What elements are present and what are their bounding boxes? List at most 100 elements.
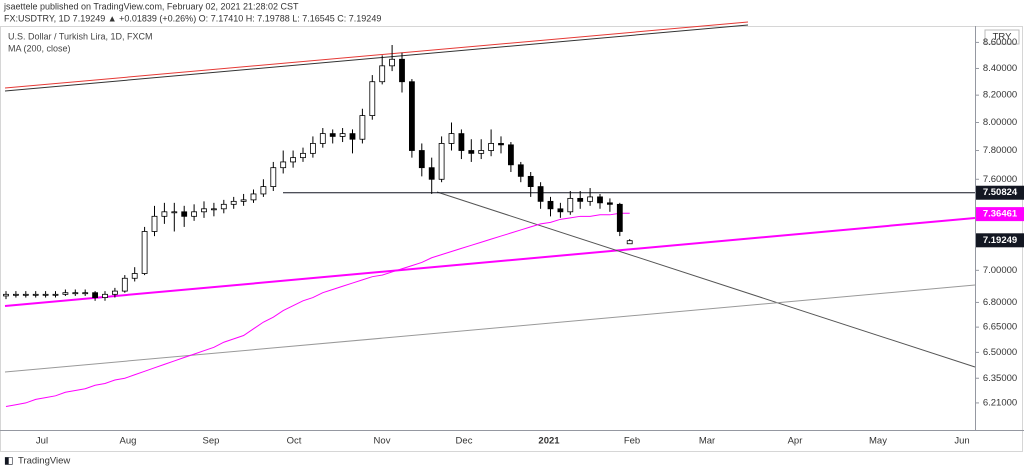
candle-body (379, 65, 386, 83)
footer-logo: ◧ (4, 456, 13, 467)
x-tick-label: Apr (788, 436, 803, 447)
publisher: jsaettele published on TradingView.com, … (3, 1, 299, 11)
candle-body (547, 200, 554, 210)
candle-body (418, 150, 425, 169)
candle-body (230, 200, 237, 205)
candle-body (82, 292, 89, 295)
candle-body (121, 277, 128, 292)
currency: TRY (993, 32, 1012, 43)
candle-body (270, 167, 277, 187)
candle-body (260, 186, 267, 195)
candle-body (131, 273, 138, 279)
x-tick-label: Feb (624, 436, 640, 447)
moving-average (5, 212, 630, 407)
candle-body (290, 157, 297, 163)
chart-title: U.S. Dollar / Turkish Lira, 1D, FXCM (8, 31, 153, 41)
candle-body (309, 143, 316, 154)
x-tick-label: 2021 (538, 436, 560, 447)
price-tag-label: 7.19249 (983, 235, 1017, 246)
candle-body (468, 150, 475, 154)
candle-body (181, 211, 188, 217)
price-tag (976, 233, 1024, 248)
candle-body (22, 293, 29, 296)
x-tick-label: May (869, 436, 887, 447)
channel-top-black (4, 24, 749, 92)
y-tick-label: 7.00000 (983, 265, 1017, 276)
candle-body (488, 143, 495, 151)
candle-body (240, 199, 247, 202)
lower-line (4, 284, 976, 373)
x-tick-label: Oct (287, 436, 302, 447)
candle-body (408, 81, 415, 151)
candle-body (428, 167, 435, 180)
candle-body (280, 161, 287, 169)
candle-body (42, 293, 49, 296)
footer: TradingView (18, 456, 70, 467)
x-tick-label: Dec (456, 436, 473, 447)
candle-body (92, 292, 98, 298)
candle-body (102, 293, 108, 298)
candle-body (389, 58, 396, 67)
y-tick-label: 6.65000 (983, 322, 1017, 333)
channel-top-red (4, 21, 749, 89)
candle-body (438, 143, 445, 180)
y-tick-label: 6.21000 (983, 397, 1017, 408)
candle-body (171, 211, 178, 214)
candle-body (607, 202, 613, 205)
descending-line (436, 191, 976, 368)
candle-body (527, 175, 534, 187)
y-tick-label: 6.50000 (983, 347, 1017, 358)
candle-body (329, 133, 336, 137)
candle-body (32, 293, 39, 296)
candle-body (349, 133, 356, 140)
candle-body (498, 143, 504, 146)
candle-body (359, 115, 366, 140)
y-tick-label: 8.00000 (983, 117, 1017, 128)
candle-body (567, 197, 574, 213)
currency-box (984, 29, 1020, 45)
candle-body (557, 208, 564, 213)
candle-body (52, 293, 59, 296)
candle-body (151, 215, 158, 232)
candle-body (210, 208, 217, 211)
y-tick-label: 6.35000 (983, 373, 1017, 384)
candle-body (339, 133, 346, 137)
price-tag-label: 7.50824 (983, 187, 1018, 198)
candle-body (458, 133, 465, 151)
candle-body (537, 186, 544, 202)
price-tag (976, 207, 1024, 222)
candle-body (300, 152, 306, 159)
candle-body (112, 290, 118, 295)
candles (3, 44, 633, 301)
candle-body (369, 81, 376, 116)
candle-body (220, 203, 227, 210)
candle-body (577, 197, 584, 202)
candle-body (478, 150, 485, 154)
candle-body (448, 133, 455, 144)
y-tick-label: 8.60000 (983, 37, 1017, 48)
candle-body (319, 133, 326, 144)
y-tick-label: 6.80000 (983, 297, 1017, 308)
candle-body (12, 293, 19, 296)
price-tag (976, 185, 1024, 200)
candle-body (587, 196, 593, 202)
trendlines (4, 21, 976, 373)
candle-body (616, 203, 623, 232)
x-tick-label: Aug (120, 436, 137, 447)
price-tag-label: 7.36461 (983, 209, 1018, 220)
candle-body (517, 164, 524, 177)
y-tick-label: 8.40000 (983, 63, 1017, 74)
candle-body (161, 211, 168, 217)
support-line (4, 217, 976, 307)
candle-body (62, 292, 69, 295)
y-tick-label: 7.60000 (983, 174, 1017, 185)
x-tick-label: Jul (36, 436, 48, 447)
candle-body (201, 208, 207, 213)
candle-body (626, 240, 633, 245)
indicator-legend: MA (200, close) (8, 43, 71, 53)
candle-body (141, 231, 148, 274)
candle-body (191, 211, 198, 217)
y-tick-label: 8.20000 (983, 90, 1017, 101)
